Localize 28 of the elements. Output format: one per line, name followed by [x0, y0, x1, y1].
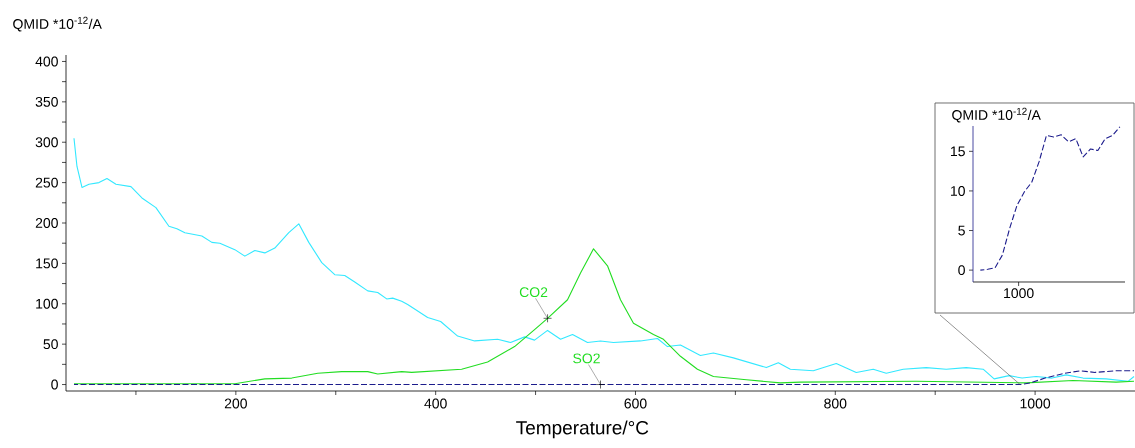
x-tick-label: 400	[424, 398, 447, 409]
y-tick-label: 100	[36, 298, 58, 309]
x-axis-title: Temperature/°C	[516, 420, 649, 439]
line-series	[73, 248, 1135, 385]
x-tick-label: 800	[824, 398, 847, 409]
y-tick-label: 350	[35, 96, 58, 107]
x-tick-label: 1000	[1020, 398, 1051, 409]
y-tick-label: 50	[43, 339, 58, 350]
y-tick-label: 300	[35, 137, 58, 148]
x-tick-label: 600	[624, 398, 647, 409]
y-axis-title: QMID *10$^{-12}$/A	[952, 107, 1041, 123]
y-tick-label: 150	[36, 258, 58, 269]
y-tick-label: 15	[950, 146, 965, 157]
y-tick-label: 400	[35, 56, 58, 67]
annotation: SO2	[573, 353, 600, 364]
line-series	[73, 137, 1135, 382]
line-series	[73, 370, 1135, 386]
annotation: 1000	[1004, 288, 1034, 299]
y-tick-label: 200	[35, 218, 58, 228]
x-tick-label: 200	[224, 398, 247, 409]
y-tick-label: 10	[950, 185, 965, 196]
y-tick-label: 250	[35, 177, 58, 188]
y-tick-label: 0	[51, 379, 58, 390]
y-tick-label: 0	[958, 265, 965, 276]
line-series	[979, 126, 1121, 271]
y-axis-title: QMID *10$^{-12}$/A	[13, 16, 102, 32]
annotation: CO2	[519, 287, 548, 298]
y-tick-label: 5	[958, 225, 965, 236]
